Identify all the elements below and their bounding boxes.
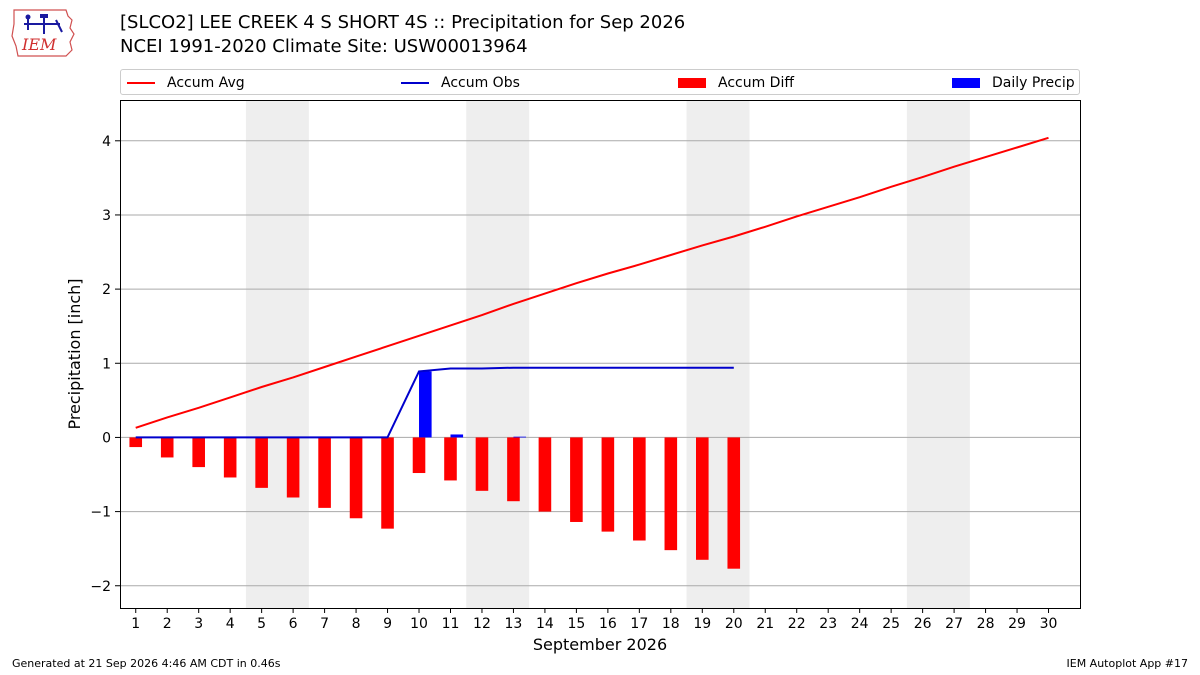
accum-diff-bar: [444, 437, 457, 481]
legend-label: Accum Obs: [441, 75, 520, 91]
x-tick-label: 5: [257, 616, 266, 632]
x-tick-label: 2: [163, 616, 172, 632]
y-tick-label: 3: [102, 208, 111, 224]
y-tick-label: −1: [90, 505, 111, 521]
x-tick-label: 21: [756, 616, 774, 632]
accum-diff-bar: [192, 437, 205, 468]
x-tick-label: 23: [819, 616, 837, 632]
accum-diff-bar: [475, 437, 489, 491]
x-tick-label: 20: [725, 616, 743, 632]
accum-diff-bar: [538, 437, 552, 512]
x-tick-label: 10: [410, 616, 428, 632]
accum-diff-bar: [601, 437, 615, 532]
legend-item-daily-precip: Daily Precip: [952, 74, 1075, 92]
daily-precip-bar: [513, 436, 527, 438]
weekend-band: [466, 100, 530, 608]
x-tick-label: 7: [320, 616, 329, 632]
accum-diff-bar: [570, 437, 583, 522]
accum-diff-bar: [160, 437, 174, 458]
daily-precip-bar: [450, 434, 464, 438]
x-axis-ticks: 1 2 3 4 5 6 7 8 9 10 11 12 13 14 15 16 17 18 19 20 21 22 23 24 2…: [131, 608, 1057, 632]
y-tick-label: 0: [102, 430, 111, 446]
x-tick-label: 24: [851, 616, 869, 632]
x-tick-label: 22: [788, 616, 806, 632]
x-tick-label: 13: [505, 616, 523, 632]
legend-label: Accum Diff: [718, 75, 795, 91]
x-tick-label: 12: [473, 616, 491, 632]
x-tick-label: 9: [383, 616, 392, 632]
chart-title: [SLCO2] LEE CREEK 4 S SHORT 4S :: Precip…: [120, 12, 686, 33]
legend-swatch-diff: [678, 78, 706, 88]
x-tick-label: 17: [630, 616, 648, 632]
x-tick-label: 16: [599, 616, 617, 632]
legend-item-accum-obs: Accum Obs: [401, 74, 520, 92]
legend-label: Accum Avg: [167, 75, 245, 91]
y-tick-label: 1: [102, 356, 111, 372]
y-axis-label: Precipitation [inch]: [65, 278, 84, 429]
x-tick-label: 6: [289, 616, 298, 632]
x-tick-label: 26: [914, 616, 932, 632]
accum-diff-bar: [318, 437, 331, 508]
accum-diff-bar: [664, 437, 678, 551]
x-tick-label: 3: [194, 616, 203, 632]
accum-diff-bar: [223, 437, 237, 478]
x-tick-label: 4: [226, 616, 235, 632]
chart-subtitle: NCEI 1991-2020 Climate Site: USW00013964: [120, 36, 528, 57]
x-tick-label: 11: [442, 616, 460, 632]
logo-text: IEM: [21, 35, 57, 54]
legend: Accum Avg Accum Obs Accum Diff Daily Pre…: [120, 69, 1080, 95]
y-axis-ticks: −2 −1 0 1 2 3 4: [90, 134, 120, 595]
app-footer: IEM Autoplot App #17: [1066, 657, 1189, 670]
accum-diff-bar: [381, 437, 394, 529]
x-tick-label: 19: [693, 616, 711, 632]
weekend-band: [906, 100, 970, 608]
accum-diff-bar: [349, 437, 363, 519]
legend-swatch-avg: [127, 82, 155, 84]
accum-diff-bar: [696, 437, 709, 560]
x-tick-label: 30: [1040, 616, 1058, 632]
accum-diff-bar: [129, 437, 143, 448]
legend-item-accum-avg: Accum Avg: [127, 74, 245, 92]
x-tick-label: 25: [882, 616, 900, 632]
iem-logo: IEM: [11, 9, 75, 57]
generated-footer: Generated at 21 Sep 2026 4:46 AM CDT in …: [12, 657, 281, 670]
y-tick-label: 4: [102, 134, 111, 150]
y-tick-label: −2: [90, 579, 111, 595]
accum-diff-bar: [633, 437, 646, 541]
weekend-bands: [245, 100, 970, 608]
accum-obs-line: [135, 366, 734, 439]
legend-swatch-obs: [401, 82, 429, 84]
grid-lines: [120, 140, 1080, 587]
x-tick-label: 18: [662, 616, 680, 632]
accum-diff-bar: [255, 437, 268, 488]
accum-diff-bar: [727, 437, 741, 569]
x-tick-label: 29: [1008, 616, 1026, 632]
accum-diff-bar: [286, 437, 300, 498]
plot-frame: [120, 100, 1081, 609]
accum-avg-line: [135, 136, 1049, 429]
legend-item-accum-diff: Accum Diff: [678, 74, 794, 92]
weekend-band: [245, 100, 309, 608]
x-tick-label: 27: [945, 616, 963, 632]
accum-diff-bars: [129, 437, 741, 569]
y-tick-label: 2: [102, 282, 111, 298]
legend-swatch-daily: [952, 78, 980, 88]
daily-precip-bars: [419, 371, 527, 438]
x-tick-label: 14: [536, 616, 554, 632]
legend-label: Daily Precip: [992, 75, 1075, 91]
x-axis-label: September 2026: [533, 635, 667, 654]
x-tick-label: 28: [977, 616, 995, 632]
x-tick-label: 15: [567, 616, 585, 632]
accum-diff-bar: [507, 437, 520, 502]
x-tick-label: 8: [352, 616, 361, 632]
x-tick-label: 1: [131, 616, 140, 632]
daily-precip-bar: [419, 371, 432, 438]
accum-diff-bar: [412, 437, 426, 474]
